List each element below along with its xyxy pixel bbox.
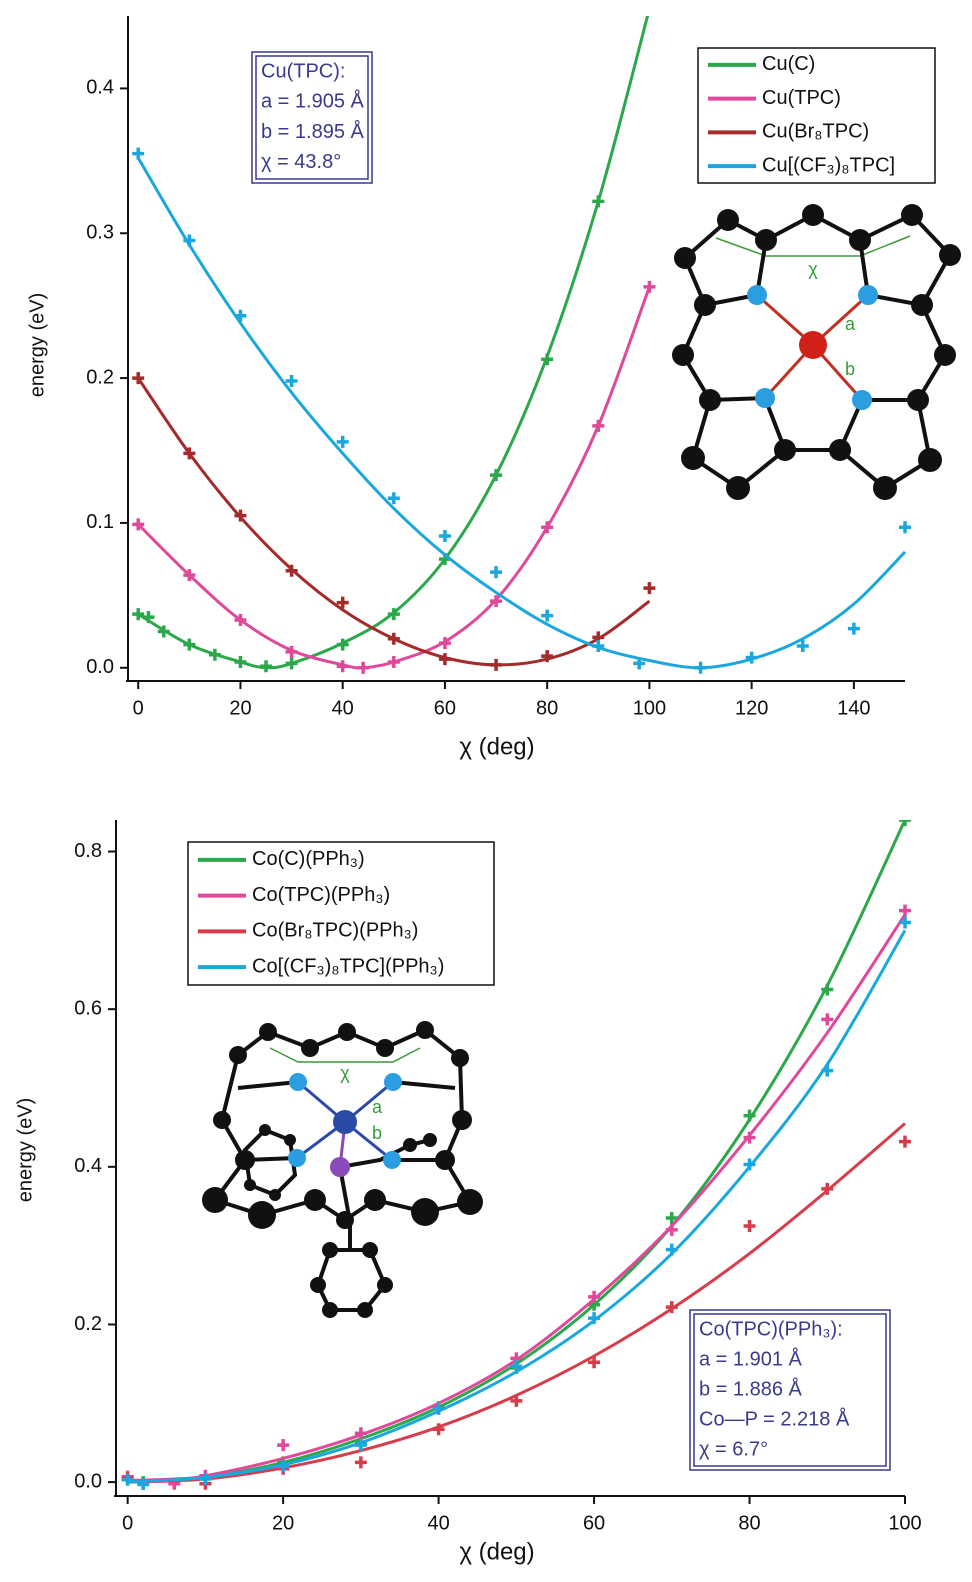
- legend-label: Co(Br₈TPC)(PPh₃): [252, 920, 418, 942]
- annotation-line: χ = 6.7°: [699, 1438, 768, 1460]
- x-tick-label: 20: [229, 697, 251, 719]
- data-point: [490, 659, 502, 671]
- molecule-inset: χ a b: [672, 204, 961, 500]
- annotation-line: Cu(TPC):: [261, 60, 345, 82]
- annotation-line: a = 1.905 Å: [261, 90, 365, 113]
- data-point: [234, 656, 246, 668]
- x-axis-label: χ (deg): [459, 733, 534, 760]
- y-tick-label: 0.0: [74, 1470, 102, 1492]
- data-point: [439, 530, 451, 542]
- x-tick-label: 40: [427, 1512, 449, 1534]
- data-point: [234, 310, 246, 322]
- y-tick-label: 0.0: [86, 656, 114, 678]
- data-point: [183, 639, 195, 651]
- data-point: [899, 814, 911, 826]
- x-tick-label: 0: [122, 1512, 133, 1534]
- annotation-line: b = 1.895 Å: [261, 120, 365, 143]
- data-point: [643, 281, 655, 293]
- y-axis-label: energy (eV): [26, 293, 48, 398]
- x-tick-label: 140: [837, 697, 870, 719]
- data-point: [643, 582, 655, 594]
- data-point: [899, 521, 911, 533]
- data-point: [357, 662, 369, 674]
- figure: χ a b χ a b 0.0 0.1 0.2 0.3 0.4 0 20 40 60 80 100 1…: [0, 0, 972, 1582]
- data-point: [746, 652, 758, 664]
- data-point: [142, 611, 154, 623]
- data-point: [592, 195, 604, 207]
- x-tick-label: 100: [888, 1512, 921, 1534]
- data-point: [355, 1456, 367, 1468]
- data-point: [541, 610, 553, 622]
- data-point: [277, 1439, 289, 1451]
- data-point: [260, 660, 272, 672]
- molecule-inset: χ a b: [202, 1021, 483, 1318]
- inset-label: b: [372, 1123, 382, 1143]
- legend-label: Cu(TPC): [762, 87, 841, 109]
- data-point: [388, 656, 400, 668]
- legend-label: Cu(C): [762, 53, 815, 75]
- x-tick-label: 60: [583, 1512, 605, 1534]
- data-point: [899, 905, 911, 917]
- data-point: [821, 1065, 833, 1077]
- data-point: [337, 660, 349, 672]
- x-tick-label: 20: [272, 1512, 294, 1534]
- annotation-line: Co—P = 2.218 Å: [699, 1407, 850, 1430]
- x-tick-label: 100: [633, 697, 666, 719]
- y-axis-label: energy (eV): [14, 1098, 36, 1203]
- data-point: [286, 657, 298, 669]
- x-tick-label: 40: [332, 697, 354, 719]
- data-point: [821, 1013, 833, 1025]
- annotation-line: b = 1.886 Å: [699, 1377, 803, 1400]
- inset-label: a: [372, 1097, 383, 1117]
- data-point: [388, 633, 400, 645]
- data-point: [490, 566, 502, 578]
- inset-label: b: [845, 359, 855, 379]
- y-tick-label: 0.8: [74, 840, 102, 862]
- legend-label: Co(TPC)(PPh₃): [252, 884, 390, 906]
- legend-label: Co(C)(PPh₃): [252, 848, 365, 870]
- x-tick-label: 80: [536, 697, 558, 719]
- x-tick-label: 0: [133, 697, 144, 719]
- data-point: [592, 420, 604, 432]
- fit-line: [138, 9, 649, 668]
- data-point: [132, 148, 144, 160]
- y-tick-label: 0.4: [74, 1155, 102, 1177]
- data-point: [666, 1224, 678, 1236]
- y-tick-label: 0.1: [86, 511, 114, 533]
- data-point: [899, 1136, 911, 1148]
- y-tick-label: 0.2: [86, 366, 114, 388]
- y-tick-label: 0.2: [74, 1313, 102, 1335]
- y-tick-label: 0.3: [86, 222, 114, 244]
- data-point: [666, 1244, 678, 1256]
- annotation-line: Co(TPC)(PPh₃):: [699, 1318, 843, 1340]
- inset-label: a: [845, 314, 856, 334]
- annotation-line: χ = 43.8°: [261, 151, 341, 173]
- data-point: [439, 653, 451, 665]
- legend-label: Co[(CF₃)₈TPC](PPh₃): [252, 955, 444, 977]
- data-point: [744, 1220, 756, 1232]
- data-point: [848, 623, 860, 635]
- legend-label: Cu(Br₈TPC): [762, 121, 869, 143]
- fit-line: [138, 158, 905, 668]
- data-point: [695, 662, 707, 674]
- x-tick-label: 80: [738, 1512, 760, 1534]
- y-tick-label: 0.6: [74, 997, 102, 1019]
- annotation-line: a = 1.901 Å: [699, 1347, 803, 1370]
- legend-label: Cu[(CF₃)₈TPC]: [762, 154, 895, 176]
- fit-line: [138, 378, 649, 665]
- y-tick-label: 0.4: [86, 77, 114, 99]
- data-point: [899, 916, 911, 928]
- inset-label: χ: [340, 1063, 350, 1083]
- x-axis-label: χ (deg): [459, 1538, 534, 1565]
- inset-label: χ: [808, 259, 818, 279]
- data-point: [337, 436, 349, 448]
- data-point: [490, 469, 502, 481]
- x-tick-label: 120: [735, 697, 768, 719]
- data-point: [209, 649, 221, 661]
- x-tick-label: 60: [434, 697, 456, 719]
